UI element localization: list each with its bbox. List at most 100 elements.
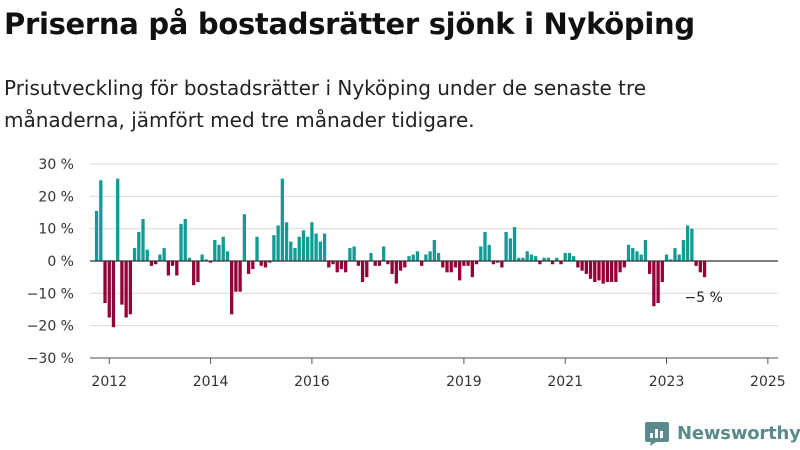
bar — [664, 254, 669, 261]
bar — [669, 259, 673, 261]
bar — [196, 261, 200, 282]
chart-subtitle: Prisutveckling för bostadsrätter i Nyköp… — [4, 76, 647, 132]
bar — [293, 248, 297, 261]
bar — [128, 261, 132, 315]
bar — [141, 219, 145, 261]
bar — [335, 261, 339, 273]
bar — [306, 236, 310, 261]
bar — [635, 251, 639, 261]
bar — [246, 261, 251, 274]
bar — [377, 261, 382, 266]
bar — [576, 261, 580, 268]
annotations: −5 % — [685, 290, 723, 306]
bar — [234, 261, 238, 292]
bar — [175, 261, 179, 276]
bar — [204, 259, 208, 261]
bar — [648, 261, 652, 274]
newsworthy-brand: Newsworthy — [644, 418, 800, 448]
bar — [322, 233, 327, 261]
bar — [420, 261, 424, 266]
x-tick-label: 2016 — [294, 374, 330, 390]
bar — [652, 261, 656, 307]
bar — [373, 261, 377, 266]
bar — [272, 235, 276, 261]
bar — [301, 230, 306, 261]
bar — [432, 240, 436, 261]
bar — [546, 257, 550, 261]
bar — [597, 261, 601, 281]
bar — [656, 261, 660, 303]
bar — [398, 261, 403, 271]
bar — [479, 246, 483, 261]
bar — [154, 261, 158, 265]
bar — [428, 251, 432, 261]
bar — [622, 261, 626, 268]
bar — [310, 222, 314, 261]
y-tick-label: 0 % — [47, 254, 74, 270]
bar — [348, 248, 352, 261]
bar — [411, 254, 415, 261]
bar — [280, 178, 284, 261]
bar — [230, 261, 234, 315]
bar — [339, 261, 344, 270]
bar — [694, 261, 698, 266]
bar — [496, 261, 500, 263]
bar — [631, 248, 635, 261]
bar — [137, 231, 141, 261]
bar — [331, 261, 335, 265]
bar — [225, 251, 230, 261]
bar — [517, 257, 521, 261]
bar — [407, 256, 411, 261]
bar — [580, 261, 584, 271]
bar — [538, 261, 542, 265]
bar — [187, 257, 192, 261]
bar — [360, 261, 365, 282]
bar — [192, 261, 196, 286]
bar — [555, 257, 559, 261]
bar — [394, 261, 398, 284]
bar — [415, 251, 420, 261]
bar — [162, 248, 166, 261]
bar — [618, 261, 622, 273]
y-tick-label: −30 % — [27, 351, 74, 367]
bar — [183, 219, 187, 261]
bar — [508, 238, 512, 261]
bar — [521, 257, 525, 261]
x-axis — [90, 260, 778, 359]
bar — [487, 244, 491, 261]
bar — [605, 261, 610, 282]
bar — [200, 254, 204, 261]
bar — [610, 261, 614, 282]
bars — [94, 178, 707, 328]
bar — [259, 261, 263, 266]
bar — [673, 248, 677, 261]
bar — [614, 261, 618, 282]
bar — [686, 225, 690, 261]
bar — [436, 252, 441, 261]
bar — [702, 261, 707, 278]
bar — [681, 240, 686, 261]
bar — [588, 261, 593, 279]
bar — [639, 254, 643, 261]
bar — [567, 252, 572, 261]
bar — [466, 261, 470, 266]
bar — [643, 240, 648, 261]
bar — [352, 246, 356, 261]
brand-name: Newsworthy — [677, 422, 800, 444]
bar — [445, 261, 449, 273]
bar — [132, 248, 137, 261]
bar — [297, 236, 301, 261]
y-axis-tick-labels: 30 % 20 % 10 % 0 % −10 % −20 % −30 % — [27, 157, 74, 367]
bar — [365, 261, 369, 278]
bar — [441, 261, 445, 268]
bar — [369, 252, 373, 261]
bar — [453, 261, 458, 268]
bar — [449, 261, 453, 273]
bar — [145, 249, 149, 261]
bar — [356, 261, 360, 266]
bar — [208, 261, 213, 263]
x-axis-tick-labels: 2012 2014 2016 2019 2021 2023 2025 — [91, 358, 786, 390]
bar — [221, 236, 225, 261]
bar — [111, 261, 116, 328]
bar — [99, 180, 103, 261]
